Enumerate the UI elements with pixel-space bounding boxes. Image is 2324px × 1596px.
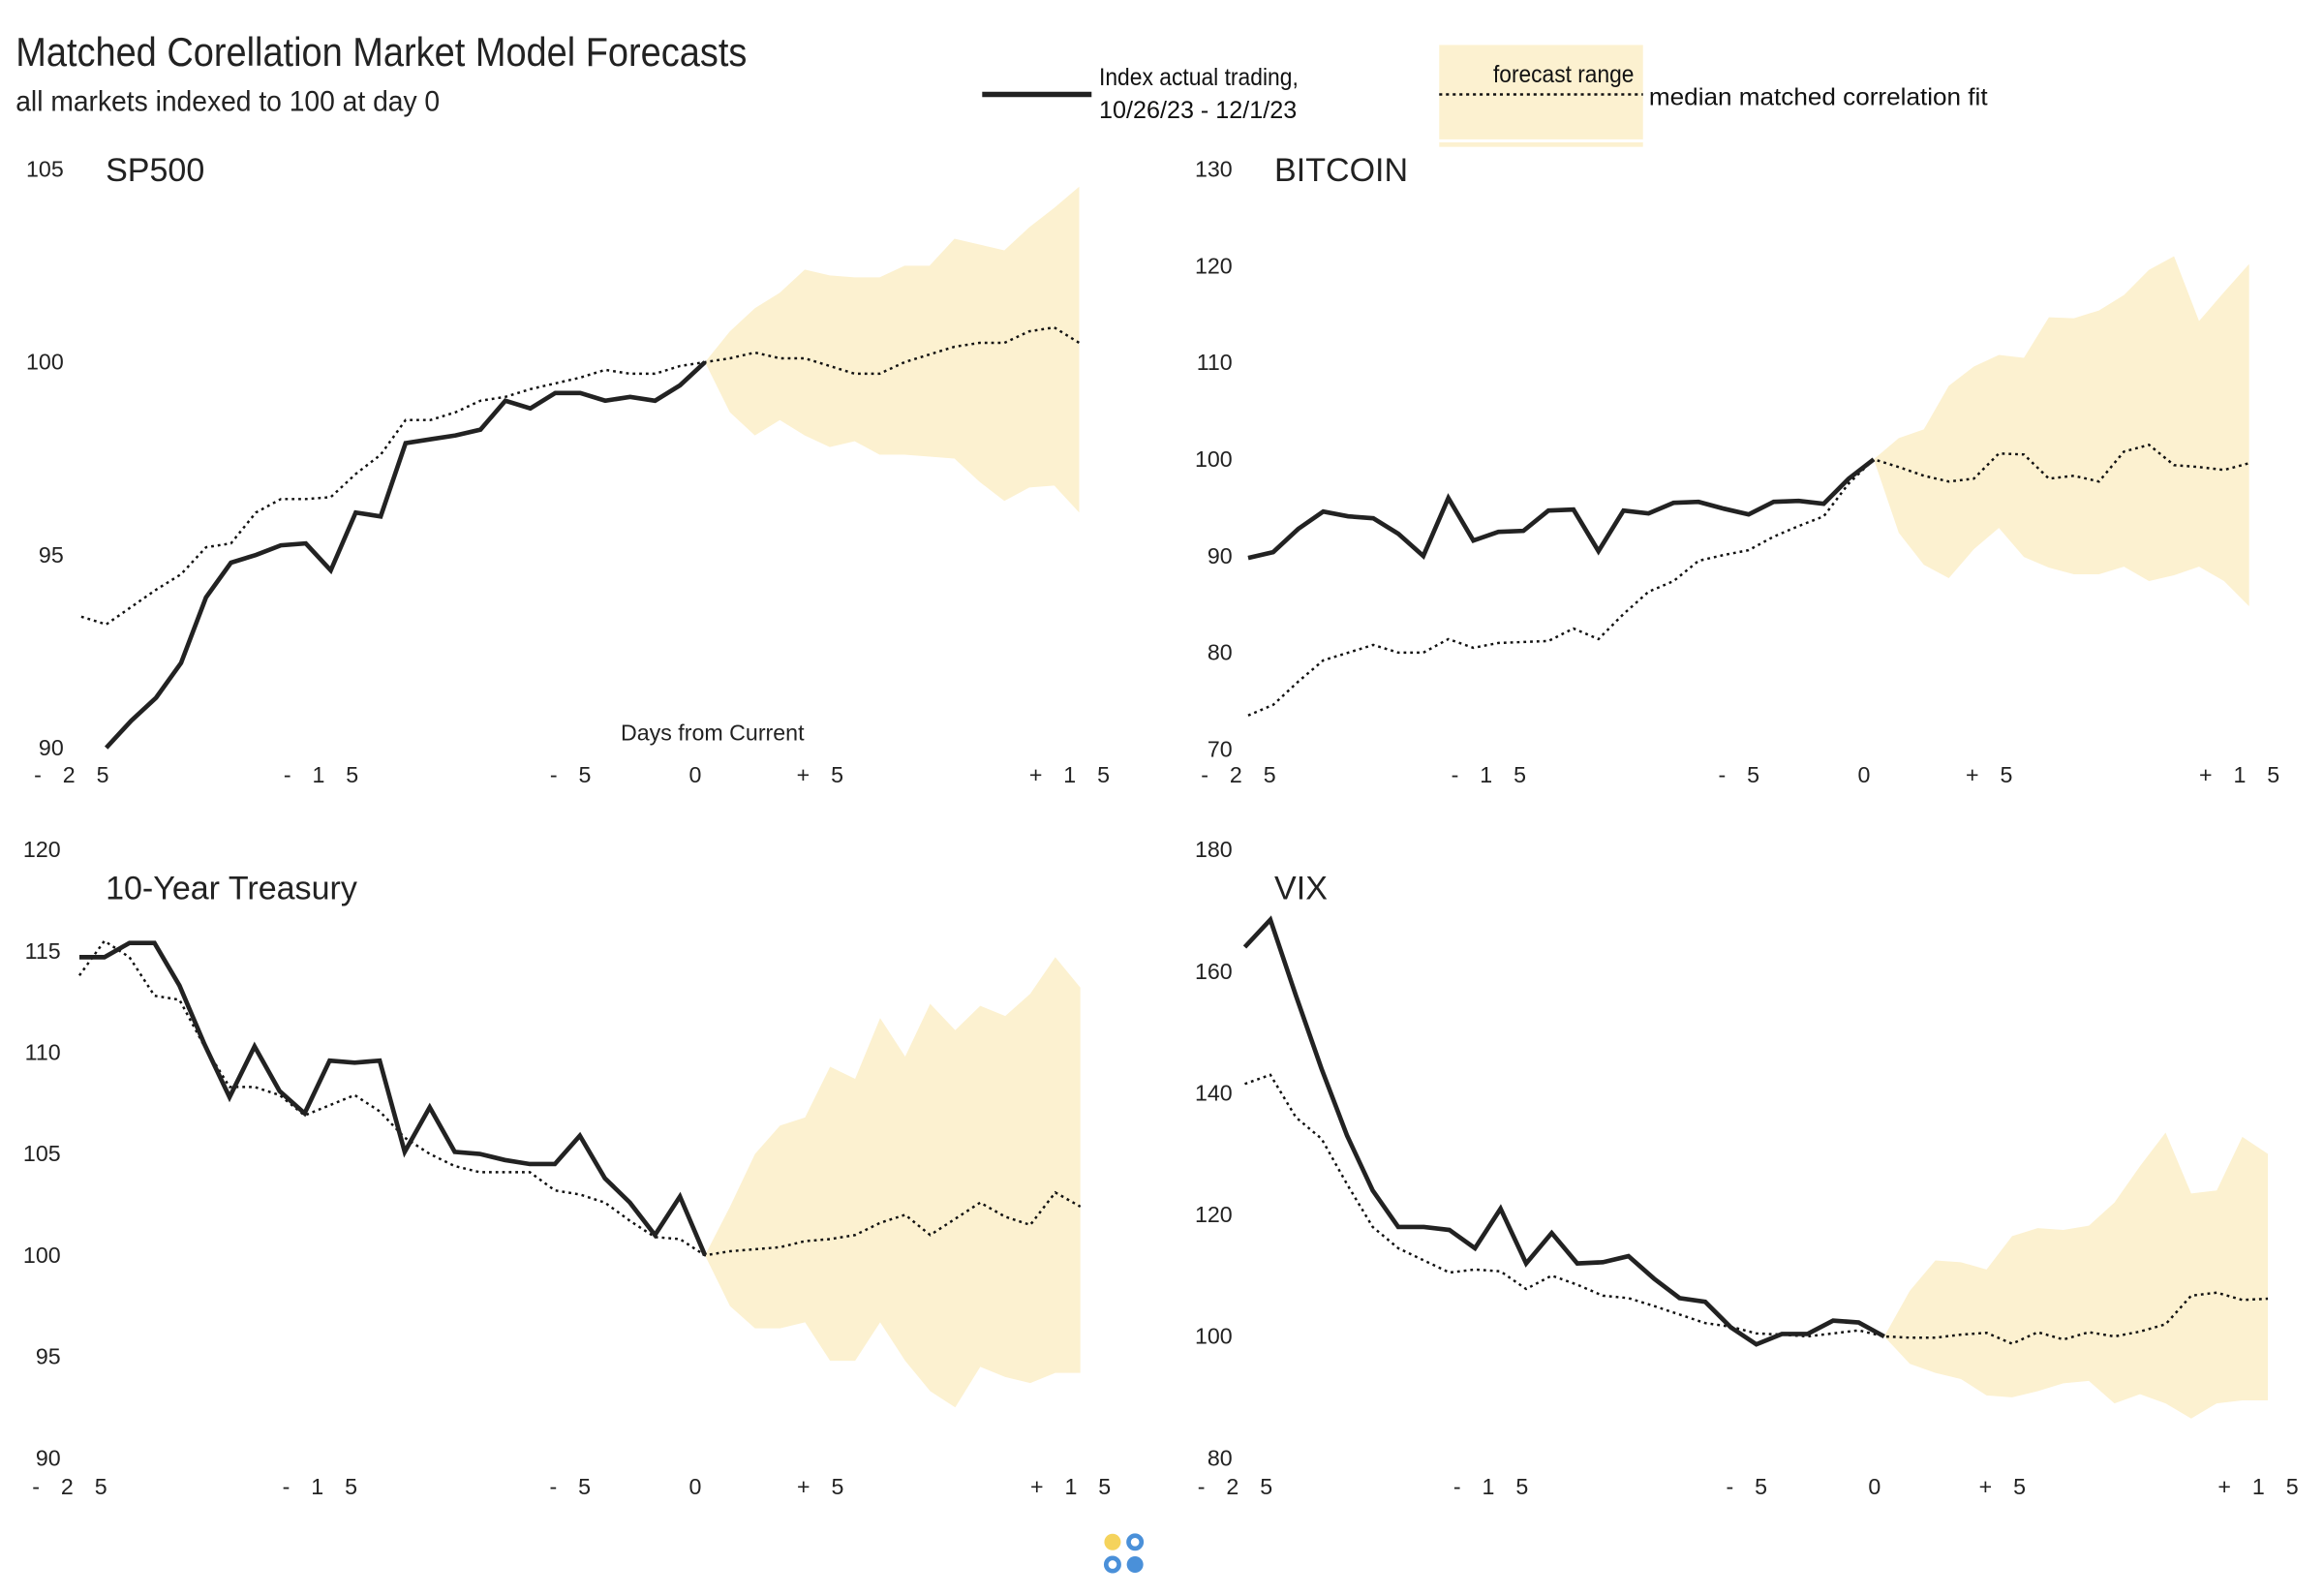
x-tick-label: - 2 5 [34, 762, 116, 787]
x-tick-label: - 2 5 [1201, 762, 1283, 787]
median-fit-line [1244, 1073, 2269, 1345]
y-tick-label: 70 [1208, 736, 1233, 761]
panel-title: SP500 [106, 152, 204, 189]
legend: Index actual trading, 10/26/23 - 12/1/23… [982, 45, 1988, 147]
x-tick-label: + 5 [1966, 762, 2020, 787]
forecast-range-band [705, 186, 1080, 513]
panel-sp500: SP500 90 95 100 105 - 2 5 - 1 5 - 5 0 + 5 + 1 5 Day… [26, 152, 1117, 787]
x-tick-label: - 1 5 [1452, 762, 1534, 787]
x-axis-label: Days from Current [621, 720, 805, 745]
forecast-range-band [1874, 256, 2249, 606]
panel-title: 10-Year Treasury [106, 870, 357, 906]
x-tick-label: 0 [689, 1474, 710, 1499]
median-fit-line [77, 938, 1082, 1257]
y-tick-label: 100 [26, 350, 64, 375]
logo-dot-yellow [1104, 1533, 1121, 1550]
y-tick-label: 105 [26, 157, 64, 182]
forecast-range-band [1883, 1132, 2269, 1419]
x-tick-label: 0 [689, 762, 710, 787]
x-tick-label: - 2 5 [32, 1474, 114, 1499]
panel-bitcoin: BITCOIN 70 80 90 100 110 120 130 - 2 5 - 1 5 - 5 0 +… [1195, 152, 2287, 787]
x-tick-label: + 1 5 [2199, 762, 2287, 787]
y-tick-label: 105 [23, 1141, 61, 1166]
legend-forecast-range-label: forecast range [1493, 62, 1634, 88]
y-tick-label: 140 [1195, 1080, 1233, 1105]
y-tick-label: 90 [36, 1445, 61, 1470]
panel-vix: VIX 80 100 120 140 160 180 - 2 5 - 1 5 - 5 0 + 5 + 1… [1195, 837, 2306, 1499]
figure-title: Matched Corellation Market Model Forecas… [15, 29, 747, 75]
y-tick-label: 110 [25, 1040, 61, 1065]
y-tick-label: 100 [23, 1243, 61, 1268]
y-tick-label: 80 [1208, 640, 1233, 665]
panel-10-year-treasury: 10-Year Treasury 90 95 100 105 110 115 120 - 2 5… [23, 837, 1118, 1499]
x-tick-label: 0 [1858, 762, 1879, 787]
x-tick-label: + 5 [797, 1474, 851, 1499]
x-tick-label: - 5 [1718, 762, 1766, 787]
y-tick-label: 90 [1208, 543, 1233, 568]
logo-ring [1103, 1555, 1121, 1574]
x-tick-label: + 5 [1979, 1474, 2034, 1499]
logo-ring [1126, 1533, 1145, 1551]
y-tick-label: 110 [1197, 350, 1233, 375]
x-tick-label: 0 [1868, 1474, 1888, 1499]
x-tick-label: - 5 [549, 1474, 597, 1499]
x-tick-label: - 1 5 [283, 1474, 365, 1499]
panel-title: VIX [1274, 870, 1328, 906]
y-tick-label: 90 [39, 735, 64, 760]
legend-actual-label-2: 10/26/23 - 12/1/23 [1099, 98, 1297, 124]
panel-title: BITCOIN [1274, 152, 1408, 189]
logo [1103, 1533, 1145, 1574]
median-fit-line [80, 325, 1081, 627]
actual-trading-line [1247, 457, 1876, 561]
y-tick-label: 180 [1195, 837, 1233, 862]
y-tick-label: 120 [1195, 1202, 1233, 1227]
legend-median-label: median matched correlation fit [1649, 84, 1988, 110]
actual-trading-line [78, 940, 708, 1257]
y-tick-label: 100 [1195, 446, 1233, 472]
y-tick-label: 120 [1195, 253, 1233, 278]
y-tick-label: 130 [1195, 157, 1233, 182]
x-tick-label: + 1 5 [1030, 1474, 1118, 1499]
x-tick-label: - 5 [1726, 1474, 1774, 1499]
legend-band-swatch [1439, 45, 1643, 139]
actual-trading-line [104, 360, 707, 750]
y-tick-label: 95 [36, 1344, 61, 1369]
forecast-range-band [705, 957, 1081, 1408]
y-tick-label: 160 [1195, 959, 1233, 984]
x-tick-label: - 2 5 [1198, 1474, 1280, 1499]
x-tick-label: + 1 5 [2217, 1474, 2306, 1499]
y-tick-label: 80 [1208, 1445, 1233, 1470]
actual-trading-line [1242, 915, 1885, 1347]
x-tick-label: - 1 5 [1453, 1474, 1536, 1499]
y-tick-label: 100 [1195, 1324, 1233, 1349]
figure-subtitle: all markets indexed to 100 at day 0 [15, 86, 440, 118]
legend-band-strip [1439, 142, 1643, 147]
x-tick-label: + 1 5 [1029, 762, 1117, 787]
x-tick-label: - 1 5 [284, 762, 366, 787]
y-tick-label: 120 [23, 837, 61, 862]
logo-dot-blue [1126, 1555, 1144, 1574]
median-fit-line [1247, 443, 2249, 717]
x-tick-label: + 5 [797, 762, 851, 787]
legend-actual-label-1: Index actual trading, [1099, 65, 1299, 91]
y-tick-label: 95 [39, 542, 64, 568]
x-tick-label: - 5 [550, 762, 598, 787]
y-tick-label: 115 [25, 938, 61, 964]
